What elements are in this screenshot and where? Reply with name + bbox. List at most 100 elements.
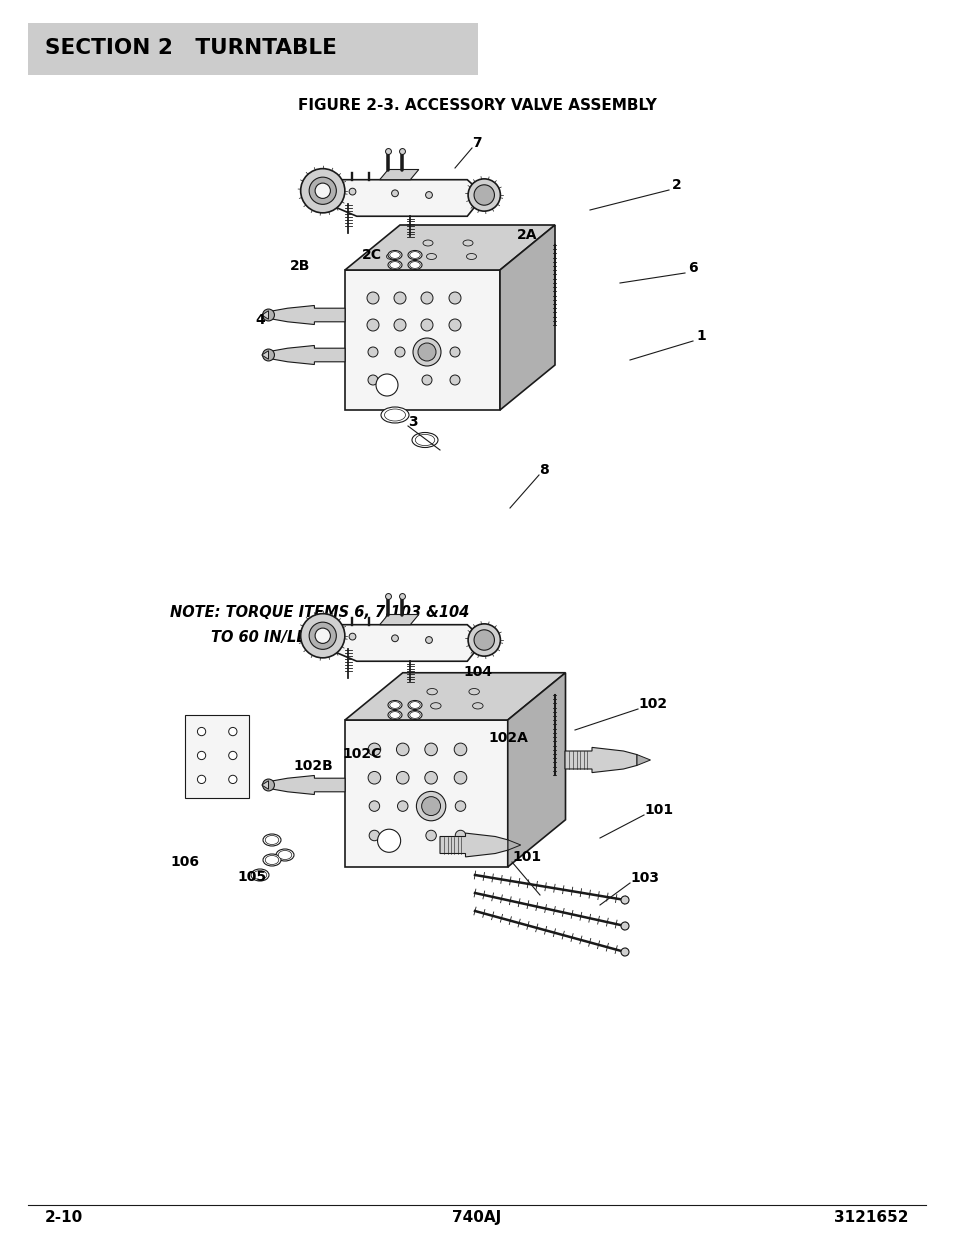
Ellipse shape [410, 252, 420, 258]
Ellipse shape [367, 319, 378, 331]
Ellipse shape [620, 897, 628, 904]
Text: SECTION 2   TURNTABLE: SECTION 2 TURNTABLE [45, 38, 336, 58]
Text: 102A: 102A [488, 731, 527, 745]
Ellipse shape [454, 743, 466, 756]
Text: 102B: 102B [293, 760, 333, 773]
Ellipse shape [413, 338, 440, 366]
Ellipse shape [394, 319, 406, 331]
Ellipse shape [368, 772, 380, 784]
Ellipse shape [386, 253, 396, 259]
Polygon shape [268, 776, 345, 794]
Ellipse shape [390, 262, 400, 268]
Ellipse shape [197, 727, 206, 736]
Ellipse shape [314, 629, 330, 643]
Ellipse shape [450, 375, 459, 385]
Polygon shape [322, 625, 484, 661]
Ellipse shape [426, 688, 436, 695]
Ellipse shape [450, 347, 459, 357]
Text: 2B: 2B [290, 259, 310, 273]
Ellipse shape [420, 291, 433, 304]
Text: 6: 6 [687, 261, 697, 275]
Ellipse shape [455, 830, 465, 841]
Ellipse shape [262, 350, 274, 361]
Text: 4: 4 [254, 312, 265, 327]
Ellipse shape [408, 251, 421, 259]
Ellipse shape [469, 688, 479, 695]
Ellipse shape [349, 634, 355, 640]
Ellipse shape [410, 262, 420, 268]
Ellipse shape [472, 703, 482, 709]
Text: 1: 1 [696, 329, 705, 343]
Ellipse shape [314, 183, 330, 199]
Ellipse shape [368, 375, 377, 385]
Ellipse shape [388, 261, 401, 269]
Ellipse shape [368, 743, 380, 756]
Text: 740AJ: 740AJ [452, 1210, 501, 1225]
Ellipse shape [391, 635, 398, 642]
Ellipse shape [474, 185, 494, 205]
Ellipse shape [420, 319, 433, 331]
Ellipse shape [229, 727, 236, 736]
Polygon shape [268, 305, 345, 325]
Ellipse shape [390, 711, 400, 719]
Polygon shape [322, 180, 484, 216]
Polygon shape [268, 346, 345, 364]
Text: 3: 3 [408, 415, 417, 429]
Ellipse shape [388, 251, 401, 259]
Ellipse shape [229, 776, 236, 783]
Ellipse shape [426, 253, 436, 259]
Text: 101: 101 [643, 803, 673, 818]
Polygon shape [499, 225, 555, 410]
FancyBboxPatch shape [185, 715, 249, 798]
Ellipse shape [278, 851, 292, 860]
Text: 102: 102 [638, 697, 666, 711]
Ellipse shape [369, 830, 379, 841]
Polygon shape [345, 270, 499, 410]
Ellipse shape [408, 710, 421, 720]
Polygon shape [345, 673, 565, 720]
Ellipse shape [388, 703, 398, 709]
Text: 103: 103 [629, 871, 659, 885]
Ellipse shape [197, 776, 206, 783]
Ellipse shape [415, 435, 435, 446]
Ellipse shape [265, 836, 278, 845]
Ellipse shape [300, 614, 344, 658]
Polygon shape [439, 834, 507, 857]
Ellipse shape [253, 871, 267, 879]
Text: 102C: 102C [341, 747, 381, 761]
Polygon shape [507, 673, 565, 867]
Ellipse shape [408, 700, 421, 709]
Ellipse shape [395, 347, 405, 357]
Ellipse shape [425, 191, 432, 199]
Ellipse shape [265, 856, 278, 864]
Ellipse shape [468, 624, 500, 656]
Ellipse shape [391, 190, 398, 196]
Ellipse shape [620, 923, 628, 930]
Ellipse shape [455, 800, 465, 811]
Ellipse shape [229, 751, 236, 760]
Ellipse shape [394, 291, 406, 304]
Ellipse shape [367, 291, 378, 304]
Polygon shape [507, 840, 520, 850]
Text: 105: 105 [236, 869, 266, 884]
Ellipse shape [424, 772, 436, 784]
Text: 104: 104 [462, 664, 492, 679]
Ellipse shape [425, 830, 436, 841]
Polygon shape [261, 781, 268, 789]
Ellipse shape [397, 800, 408, 811]
Ellipse shape [412, 432, 437, 447]
Ellipse shape [422, 240, 433, 246]
Text: 106: 106 [170, 855, 199, 869]
Polygon shape [379, 169, 418, 180]
Ellipse shape [396, 743, 409, 756]
Ellipse shape [449, 291, 460, 304]
Polygon shape [379, 615, 418, 625]
Ellipse shape [454, 772, 466, 784]
Text: 8: 8 [538, 463, 548, 477]
Ellipse shape [421, 375, 432, 385]
FancyBboxPatch shape [28, 23, 477, 75]
Ellipse shape [262, 309, 274, 321]
Polygon shape [564, 747, 637, 773]
Polygon shape [261, 311, 268, 320]
Polygon shape [345, 225, 555, 270]
